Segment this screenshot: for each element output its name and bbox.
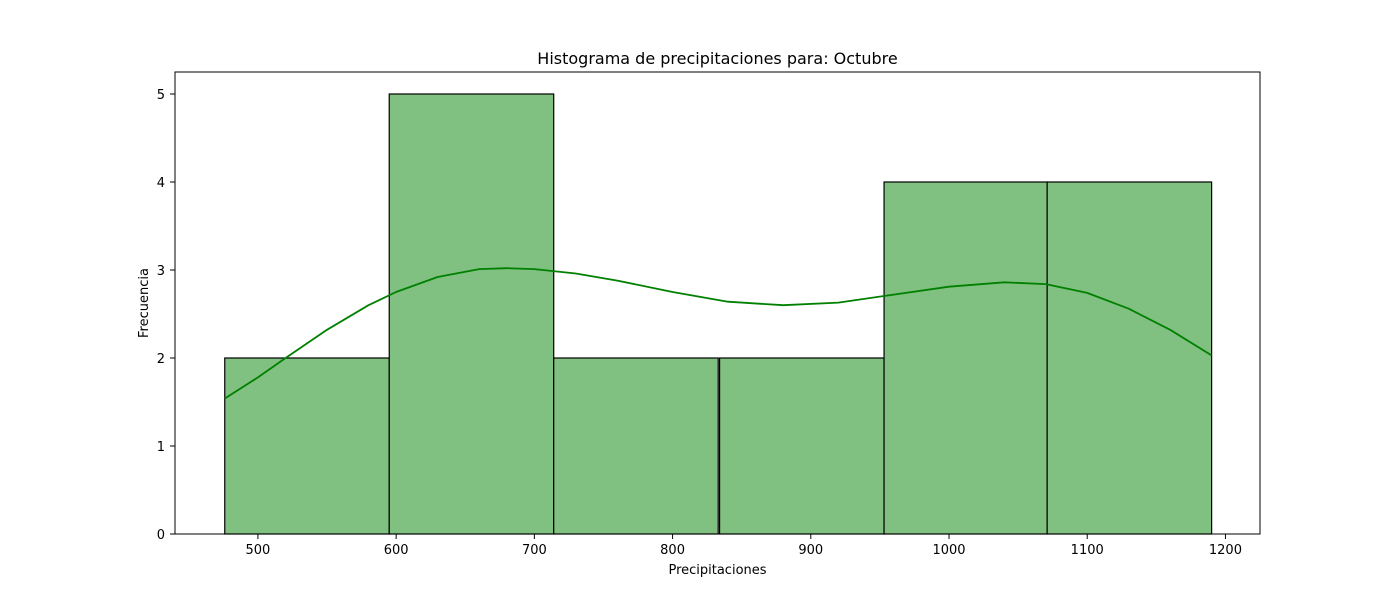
x-tick-label: 900 xyxy=(798,543,823,558)
x-tick-label: 700 xyxy=(522,543,547,558)
y-tick-label: 4 xyxy=(157,176,165,191)
histogram-bar xyxy=(1046,181,1213,535)
x-tick-label: 1100 xyxy=(1071,543,1104,558)
histogram-bar xyxy=(718,357,885,535)
histogram-bar xyxy=(388,93,555,535)
plot-frame xyxy=(174,71,1261,535)
x-tick-label: 600 xyxy=(384,543,409,558)
y-axis: 0 1 2 3 4 5 xyxy=(157,88,175,543)
histogram-bar xyxy=(224,357,390,535)
x-axis-label: Precipitaciones xyxy=(668,563,766,578)
histogram-bar xyxy=(883,181,1048,535)
kde-curve-group xyxy=(224,267,1213,400)
histogram-bars xyxy=(224,93,1213,535)
y-axis-label: Frecuencia xyxy=(137,268,152,338)
x-tick-label: 800 xyxy=(660,543,685,558)
x-tick-label: 1200 xyxy=(1209,543,1242,558)
y-tick-label: 2 xyxy=(157,352,165,367)
histogram-bar xyxy=(553,357,719,535)
x-tick-label: 1000 xyxy=(932,543,965,558)
x-tick-label: 500 xyxy=(246,543,271,558)
y-tick-label: 1 xyxy=(157,440,165,455)
y-tick-label: 5 xyxy=(157,88,165,103)
y-tick-label: 0 xyxy=(157,528,165,543)
chart-title: Histograma de precipitaciones para: Octu… xyxy=(537,49,897,68)
kde-curve xyxy=(224,267,1213,400)
x-axis: 500 600 700 800 900 1000 1100 1200 xyxy=(246,534,1242,558)
y-tick-label: 3 xyxy=(157,264,165,279)
